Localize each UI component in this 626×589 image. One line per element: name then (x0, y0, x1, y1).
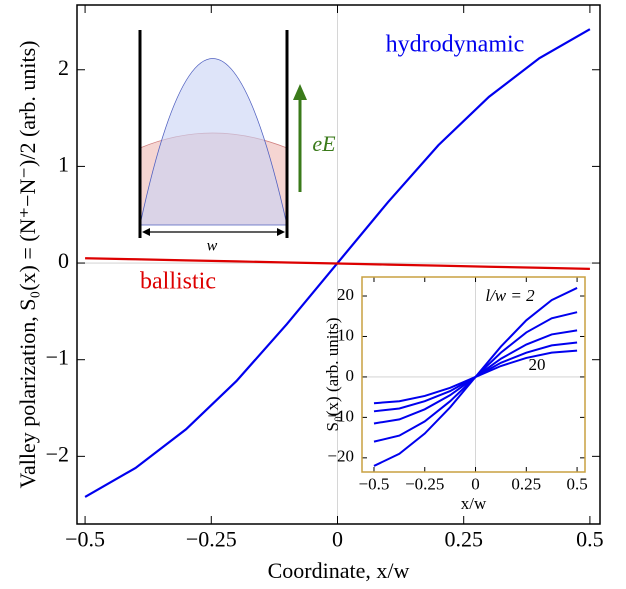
x-tick-label: 0.25 (444, 527, 483, 552)
y-tick-label: 1 (58, 151, 69, 176)
y-tick-label: 10 (337, 325, 354, 344)
x-axis-label: x/w (461, 494, 487, 513)
x-tick-label: 0 (471, 475, 480, 494)
y-tick-label: −20 (327, 447, 354, 466)
schematic-label: w (207, 238, 218, 255)
field-arrow-head (293, 84, 307, 100)
y-tick-label: 0 (58, 248, 69, 273)
y-tick-label: −1 (46, 345, 69, 370)
series-line (373, 349, 578, 405)
x-tick-label: 0 (332, 527, 343, 552)
schematic (138, 30, 307, 238)
annotation: 20 (529, 355, 546, 374)
x-tick-label: −0.25 (405, 475, 444, 494)
annotation: l/w = 2 (485, 286, 535, 305)
x-tick-label: −0.5 (359, 475, 390, 494)
y-tick-label: 2 (58, 55, 69, 80)
series-label: ballistic (140, 269, 216, 295)
plot-frame (361, 276, 586, 473)
y-tick-label: 0 (346, 366, 355, 385)
series-label: hydrodynamic (386, 32, 525, 58)
series-line (85, 257, 590, 270)
y-tick-label: 20 (337, 285, 354, 304)
x-axis-label: Coordinate, x/w (268, 558, 410, 583)
x-tick-label: 0.5 (576, 527, 604, 552)
x-tick-label: −0.5 (65, 527, 105, 552)
y-axis-label: Valley polarization, S₀(x) = (N⁺−N⁻)/2 (… (15, 41, 40, 489)
plot-area (362, 277, 585, 472)
y-axis-label: S₀(x) (arb. units) (323, 317, 342, 431)
plot-frame (76, 4, 601, 525)
schematic-label: eE (312, 131, 336, 156)
hydrodynamic-profile (139, 58, 288, 226)
y-tick-label: −10 (327, 406, 354, 425)
x-tick-label: −0.25 (186, 527, 237, 552)
y-tick-label: −2 (46, 441, 69, 466)
x-tick-label: 0.25 (511, 475, 541, 494)
plot: −0.5 −0.25 0 0.25 0.5 −20 −10 0 10 20 x/w S₀(x) (ar… (323, 276, 588, 513)
x-tick-label: 0.5 (566, 475, 587, 494)
